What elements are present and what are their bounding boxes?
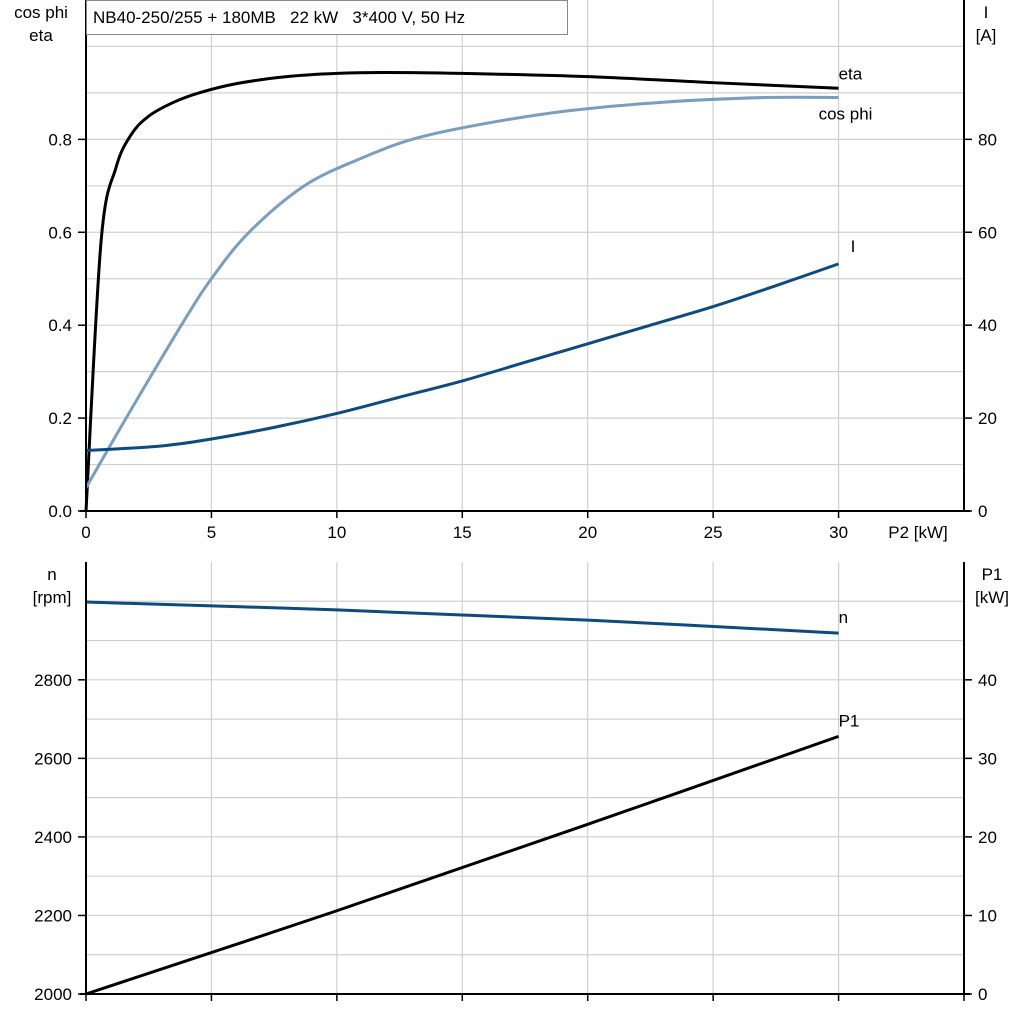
series-label-eta: eta: [839, 64, 863, 83]
top-left-axis-label-1: cos phi: [14, 3, 68, 22]
title-box: [86, 0, 568, 35]
left-tick-label: 0.2: [48, 409, 72, 428]
series-label-n: n: [839, 608, 848, 627]
series-label-cos-phi: cos phi: [819, 105, 873, 124]
right-tick-label: 30: [978, 749, 997, 768]
left-tick-label: 0.6: [48, 223, 72, 242]
left-tick-label: 2800: [34, 671, 72, 690]
top-left-axis-label-2: eta: [29, 26, 53, 45]
x-tick-label: 10: [327, 523, 346, 542]
left-tick-label: 2200: [34, 906, 72, 925]
left-tick-label: 0.4: [48, 316, 72, 335]
series-label-i: I: [851, 237, 856, 256]
x-tick-label: 0: [81, 523, 90, 542]
top-right-axis-label-1: I: [984, 3, 989, 22]
right-tick-label: 0: [978, 985, 987, 1004]
top-right-axis-label-2: [A]: [976, 26, 997, 45]
curve-eta: [84, 70, 839, 512]
right-tick-label: 40: [978, 671, 997, 690]
left-tick-label: 2400: [34, 828, 72, 847]
x-tick-label: 15: [453, 523, 472, 542]
bottom-right-axis-label-2: [kW]: [975, 588, 1009, 607]
curve-cos-phi: [84, 95, 839, 489]
x-tick-label: 25: [704, 523, 723, 542]
left-tick-label: 2000: [34, 985, 72, 1004]
left-tick-label: 0.8: [48, 130, 72, 149]
left-tick-label: 2600: [34, 749, 72, 768]
right-tick-label: 20: [978, 409, 997, 428]
x-tick-label: 5: [207, 523, 216, 542]
curve-p1: [85, 734, 840, 996]
bottom-right-axis-label-1: P1: [982, 565, 1003, 584]
right-tick-label: 20: [978, 828, 997, 847]
bottom-left-axis-label-2: [rpm]: [33, 588, 72, 607]
right-tick-label: 60: [978, 223, 997, 242]
curve-n: [85, 600, 839, 635]
x-tick-label: 30: [829, 523, 848, 542]
right-tick-label: 80: [978, 130, 997, 149]
right-tick-label: 40: [978, 316, 997, 335]
series-label-p1: P1: [839, 711, 860, 730]
right-tick-label: 0: [978, 502, 987, 521]
chart-title: NB40-250/255 + 180MB 22 kW 3*400 V, 50 H…: [93, 8, 465, 27]
x-tick-label: 20: [578, 523, 597, 542]
bottom-left-axis-label-1: n: [47, 565, 56, 584]
curve-i: [85, 262, 840, 453]
x-axis-label: P2 [kW]: [888, 523, 948, 542]
left-tick-label: 0.0: [48, 502, 72, 521]
right-tick-label: 10: [978, 906, 997, 925]
